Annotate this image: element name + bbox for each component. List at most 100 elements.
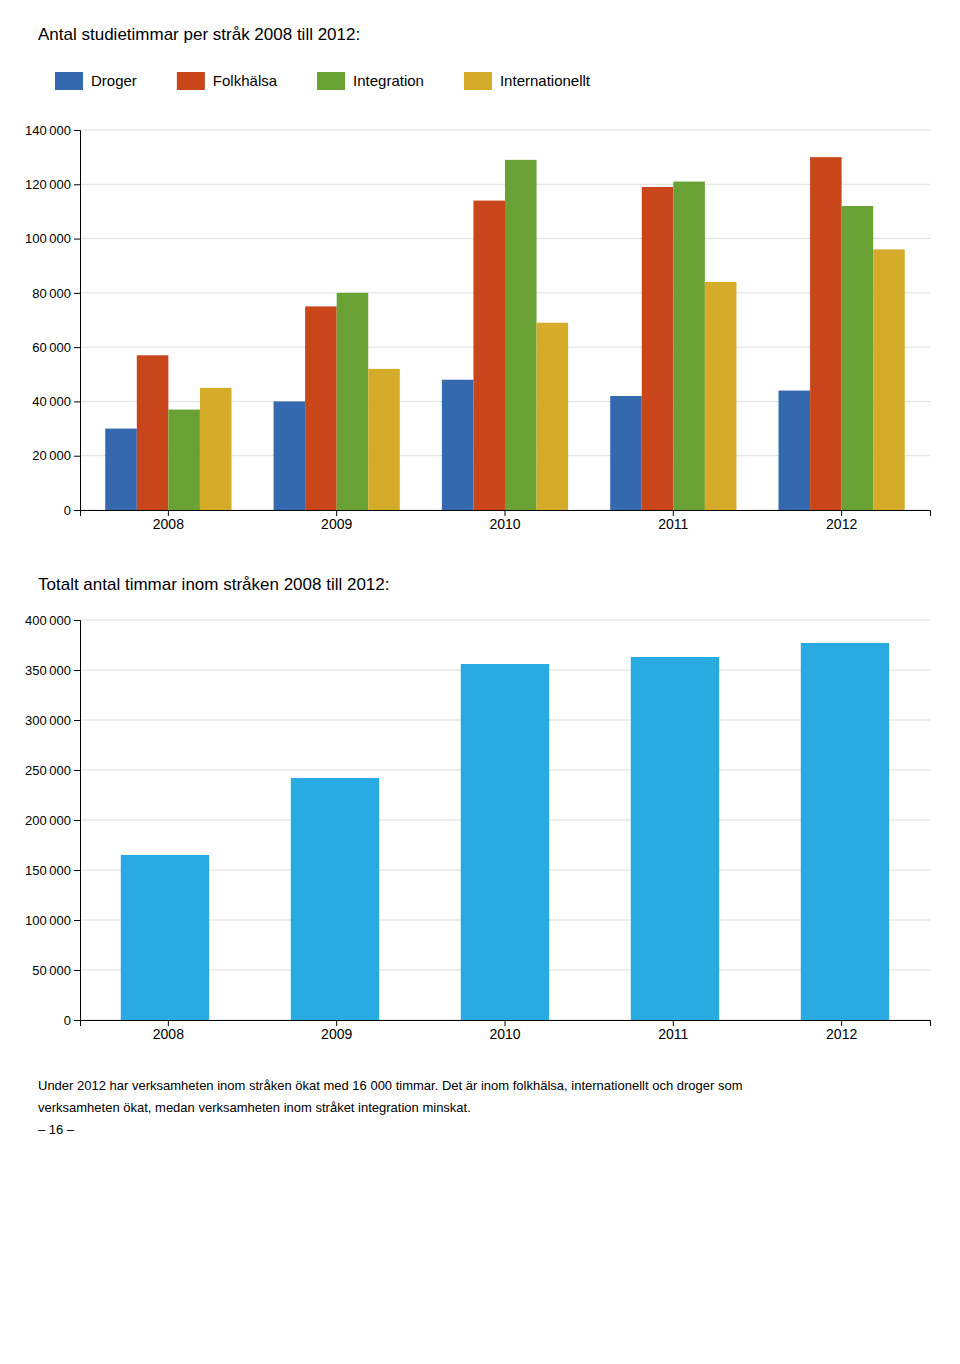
- x-tick-label: 2009: [321, 1026, 352, 1042]
- bar: [337, 293, 369, 510]
- y-tick-label: 0: [64, 1013, 71, 1028]
- y-tick-mark: [74, 239, 80, 240]
- y-tick-label: 60 000: [32, 340, 71, 355]
- bar: [610, 396, 642, 510]
- grid-line: [80, 620, 930, 621]
- y-axis-line: [74, 131, 81, 511]
- x-tick: 2008: [153, 510, 184, 532]
- annotations: Under 2012 har verksamheten inom stråken…: [38, 1078, 743, 1137]
- chart-title: Antal studietimmar per stråk 2008 till 2…: [38, 25, 360, 44]
- bar: [168, 410, 200, 510]
- x-tick-label: 2009: [321, 516, 352, 532]
- bar: [137, 355, 169, 510]
- bar: [705, 282, 737, 510]
- y-tick-label: 80 000: [32, 286, 71, 301]
- y-tick-mark: [74, 920, 80, 921]
- bar: [537, 323, 569, 510]
- page: 0 20 000 40 000 60 000 80 000 100 000 120 000 1…: [0, 0, 960, 1364]
- y-tick-mark: [74, 620, 80, 621]
- x-tick-label: 2012: [826, 516, 857, 532]
- x-tick: 2012: [826, 1020, 857, 1042]
- annotation: verksamheten ökat, medan verksamheten in…: [38, 1100, 471, 1115]
- y-tick-label: 400 000: [25, 613, 71, 628]
- bar: [442, 380, 474, 510]
- legend-label: Internationellt: [500, 72, 591, 89]
- legend-label: Folkhälsa: [213, 72, 278, 89]
- y-tick: 0: [64, 503, 80, 518]
- y-tick-mark: [74, 820, 80, 821]
- bar: [461, 664, 549, 1020]
- bar: [368, 369, 400, 510]
- x-tick: 2008: [153, 1020, 184, 1042]
- annotation: – 16 –: [38, 1122, 75, 1137]
- y-tick-mark: [74, 293, 80, 294]
- y-tick: 100 000: [25, 231, 80, 246]
- bar: [305, 306, 337, 510]
- bars: [121, 643, 889, 1020]
- legend-item: Folkhälsa: [177, 72, 278, 90]
- y-tick: 60 000: [32, 340, 80, 355]
- legend-item: Droger: [55, 72, 137, 90]
- x-tick: 2011: [658, 1020, 688, 1042]
- chart: 0 20 000 40 000 60 000 80 000 100 000 120 000 1…: [25, 123, 930, 532]
- y-tick-mark: [74, 970, 80, 971]
- y-tick-mark: [74, 130, 80, 131]
- x-tick-label: 2011: [658, 1026, 688, 1042]
- bar: [873, 249, 905, 510]
- bar: [105, 429, 137, 510]
- grid: [80, 620, 930, 1020]
- bar: [642, 187, 674, 510]
- bar: [801, 643, 889, 1020]
- y-tick-label: 20 000: [32, 448, 71, 463]
- y-tick-mark: [74, 1020, 80, 1021]
- y-axis-line: [74, 621, 81, 1021]
- legend-swatch: [317, 72, 345, 90]
- legend-swatch: [177, 72, 205, 90]
- bar: [673, 182, 705, 510]
- x-tick: 2010: [489, 1020, 520, 1042]
- bar: [505, 160, 537, 510]
- grid-line: [80, 130, 930, 131]
- bar: [842, 206, 874, 510]
- x-tick: 2009: [321, 1020, 352, 1042]
- x-axis: 2008 2009 2010 2011 2012: [81, 510, 931, 532]
- legend: Droger Folkhälsa Integration Internationell…: [55, 72, 591, 90]
- bar: [631, 657, 719, 1020]
- y-tick-label: 250 000: [25, 763, 71, 778]
- y-tick-label: 100 000: [25, 913, 71, 928]
- y-tick-label: 100 000: [25, 231, 71, 246]
- x-tick: 2009: [321, 510, 352, 532]
- legend-swatch: [464, 72, 492, 90]
- bar: [121, 855, 209, 1020]
- y-tick-mark: [74, 770, 80, 771]
- y-tick: 140 000: [25, 123, 80, 138]
- y-tick: 100 000: [25, 913, 80, 928]
- y-tick-label: 120 000: [25, 177, 71, 192]
- y-tick-mark: [74, 720, 80, 721]
- x-tick-label: 2010: [489, 1026, 520, 1042]
- y-tick-mark: [74, 870, 80, 871]
- y-tick-mark: [74, 347, 80, 348]
- legend-label: Droger: [91, 72, 137, 89]
- y-tick: 0: [64, 1013, 80, 1028]
- bar: [274, 401, 306, 510]
- y-tick: 20 000: [32, 448, 80, 463]
- bar: [473, 201, 505, 510]
- x-tick: 2010: [489, 510, 520, 532]
- y-tick-label: 40 000: [32, 394, 71, 409]
- y-tick: 250 000: [25, 763, 80, 778]
- legend-item: Internationellt: [464, 72, 591, 90]
- y-tick-mark: [74, 401, 80, 402]
- y-tick-label: 50 000: [32, 963, 71, 978]
- x-tick-label: 2011: [658, 516, 688, 532]
- y-tick-label: 150 000: [25, 863, 71, 878]
- y-axis: 050 000100 000150 000200 000250 000300 0…: [25, 613, 80, 1028]
- legend-label: Integration: [353, 72, 424, 89]
- chart: 050 000100 000150 000200 000250 000300 0…: [25, 613, 930, 1042]
- y-tick: 350 000: [25, 663, 80, 678]
- y-tick-label: 140 000: [25, 123, 71, 138]
- y-tick-mark: [74, 670, 80, 671]
- bar: [291, 778, 379, 1020]
- y-tick-label: 350 000: [25, 663, 71, 678]
- y-axis: 0 20 000 40 000 60 000 80 000 100 000 120 000 1…: [25, 123, 80, 518]
